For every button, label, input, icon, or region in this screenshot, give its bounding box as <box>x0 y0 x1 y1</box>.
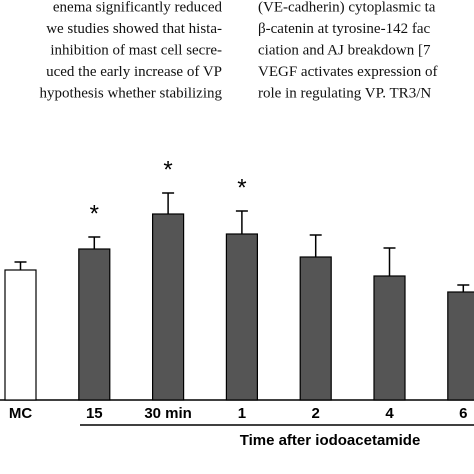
x-axis-label: Time after iodoacetamide <box>240 432 421 449</box>
x-tick-label: 30 min <box>144 405 192 422</box>
significance-marker: * <box>237 174 246 201</box>
paragraph-line: enema significantly reduced <box>53 0 223 15</box>
x-tick-label: 1 <box>238 405 246 422</box>
x-tick-label: MC <box>9 405 32 422</box>
paragraph-line: ciation and AJ breakdown [7 <box>258 42 431 58</box>
paragraph-line: (VE-cadherin) cytoplasmic ta <box>258 0 436 15</box>
bar <box>373 275 406 401</box>
x-tick-label: 15 <box>86 405 103 422</box>
x-tick-label: 4 <box>385 405 394 422</box>
paragraph-line: β-catenin at tyrosine-142 fac <box>258 21 430 37</box>
paragraph-line: we studies showed that hista- <box>46 21 222 37</box>
bar <box>4 269 37 401</box>
paragraph-line: uced the early increase of VP <box>46 64 222 80</box>
x-tick-label: 6 <box>459 405 467 422</box>
paragraph-line: hypothesis whether stabilizing <box>40 85 223 101</box>
bar <box>299 256 332 401</box>
x-tick-label: 2 <box>312 405 320 422</box>
significance-marker: * <box>90 200 99 227</box>
significance-marker: * <box>163 156 172 183</box>
paragraph-line: inhibition of mast cell secre- <box>50 42 222 58</box>
bar <box>152 213 185 401</box>
bar <box>225 233 258 401</box>
paragraph-line: role in regulating VP. TR3/N <box>258 85 431 101</box>
paragraph-line: VEGF activates expression of <box>258 64 438 80</box>
bar <box>447 291 474 401</box>
bar <box>78 248 111 401</box>
